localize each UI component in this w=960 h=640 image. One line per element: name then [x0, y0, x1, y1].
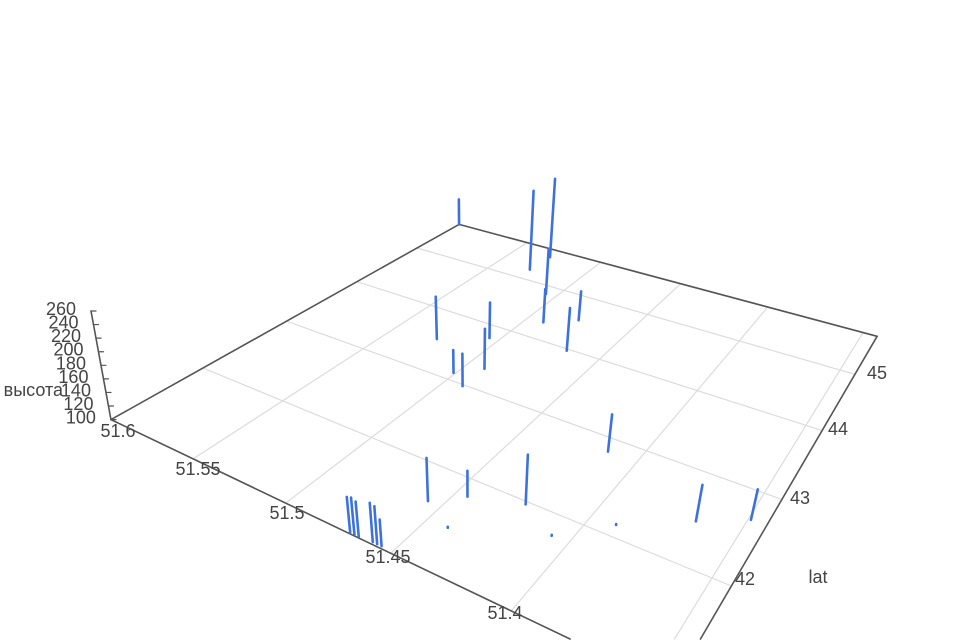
- floor-edge-back-left: [110, 223, 460, 421]
- x-tick-label: 51.45: [365, 547, 410, 567]
- axis-frame: [90, 223, 878, 640]
- x-tick-label: 51.55: [175, 459, 220, 479]
- lat-gridline: [285, 320, 783, 501]
- lon-gridline: [673, 331, 864, 640]
- data-segment: [548, 177, 557, 259]
- data-segment: [565, 306, 572, 353]
- data-segment: [373, 504, 379, 546]
- data-segment: [345, 495, 352, 534]
- lon-axis-line: [110, 418, 571, 640]
- data-segment: [577, 290, 583, 322]
- data-segments: [345, 177, 760, 548]
- z-tick-label: 160: [58, 367, 88, 387]
- data-segment: [544, 247, 550, 296]
- lon-gridline: [192, 242, 528, 460]
- tick-labels: 51.6 51.55 51.5 51.45 51.4 42 43 44 45 l…: [4, 363, 887, 623]
- data-segment: [694, 483, 704, 523]
- z-tick-label: 140: [61, 380, 91, 400]
- floor-grid: [192, 242, 864, 640]
- data-segment: [368, 501, 375, 544]
- y-tick-label: 43: [790, 488, 810, 508]
- lat-axis-line: [699, 335, 878, 640]
- data-segment: [606, 413, 614, 453]
- z-tick-label: 200: [53, 340, 83, 360]
- data-segment: [349, 496, 356, 536]
- data-segment: [542, 287, 547, 324]
- z-tick-label: 180: [56, 353, 86, 373]
- z-tick-label: 260: [46, 299, 76, 319]
- y-tick-label: 42: [735, 569, 755, 589]
- x-tick-label: 51.4: [487, 603, 522, 623]
- z-tick-label: 240: [48, 313, 78, 333]
- floor-edge-back-right: [458, 223, 878, 338]
- data-segment: [434, 295, 439, 341]
- lon-gridline: [390, 283, 682, 554]
- data-segment: [528, 189, 535, 271]
- lat-gridline: [416, 247, 856, 375]
- lat-gridline: [356, 281, 823, 432]
- data-segment: [488, 301, 492, 340]
- data-segment: [425, 456, 430, 503]
- x-tick-label: 51.6: [100, 421, 135, 441]
- data-segment: [524, 453, 530, 506]
- x-tick-label: 51.5: [269, 503, 304, 523]
- lon-gridline: [510, 306, 769, 612]
- y-tick-label: 45: [867, 363, 887, 383]
- data-segment: [378, 518, 383, 548]
- z-tick-label: 100: [66, 408, 96, 428]
- lon-gridline: [285, 261, 602, 504]
- z-axis-title: высота: [4, 380, 64, 400]
- y-axis-title: lat: [808, 567, 827, 587]
- z-tick-label: 220: [51, 326, 81, 346]
- data-segment: [354, 500, 361, 538]
- z-tick-label: 120: [63, 394, 93, 414]
- data-segment: [749, 488, 760, 522]
- y-tick-label: 44: [828, 419, 848, 439]
